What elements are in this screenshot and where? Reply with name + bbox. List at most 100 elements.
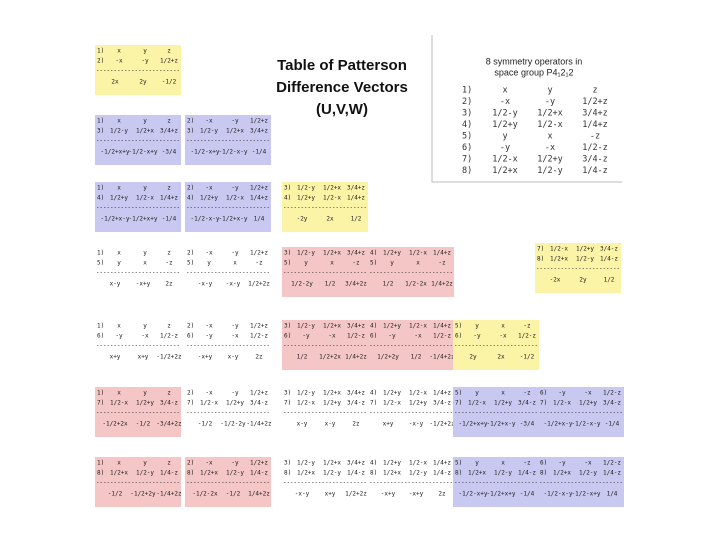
- cell-operator: 1/2-x: [200, 400, 218, 407]
- cell-result: 1/2: [297, 354, 308, 361]
- cell-result: 1/2-2y: [291, 281, 313, 288]
- cell-operator: 5): [455, 390, 462, 397]
- cell-operator: 3/4+z: [347, 250, 365, 257]
- cell-separator: ------------------------: [96, 68, 180, 75]
- cell-operator: 1/4-z: [160, 470, 178, 477]
- cell-operator: -z: [438, 260, 446, 267]
- cell-separator: ------------------------: [96, 138, 180, 145]
- operator-text: 1/2-x: [492, 155, 518, 165]
- cell-operator: -x: [205, 250, 213, 257]
- operator-text: 5): [462, 132, 472, 142]
- cell-result: -1/2-2y: [220, 421, 246, 428]
- cell-result: -1/2+x-y: [219, 216, 248, 223]
- cell-operator: 1/2-x: [409, 323, 427, 330]
- cell-background: [185, 457, 271, 507]
- cell-result: -x+y: [198, 354, 213, 361]
- cell-operator: y: [143, 118, 147, 125]
- cell-background: [368, 387, 454, 437]
- cell-operator: 2): [187, 460, 194, 467]
- cell-operator: -y: [231, 323, 239, 330]
- cell-result: -1/2-x-y: [219, 149, 248, 156]
- cell-operator: -y: [205, 333, 213, 340]
- cell-background: [453, 387, 539, 437]
- cell-result: -1/2-x-y: [572, 421, 601, 428]
- cell-operator: -z: [523, 390, 531, 397]
- cell-operator: 2): [187, 323, 194, 330]
- cell-operator: 7): [537, 246, 544, 253]
- cell-operator: x: [117, 185, 121, 192]
- cell-operator: 1/2+z: [250, 460, 268, 467]
- cell-result: 1/4+2z: [345, 354, 367, 361]
- cell-operator: 3/4-z: [160, 400, 178, 407]
- title-line: Difference Vectors: [276, 79, 408, 96]
- cell-operator: 1/2-x: [553, 400, 571, 407]
- operator-text: 1/2+y: [492, 120, 518, 130]
- cell-operator: y: [207, 260, 211, 267]
- cell-background: [538, 457, 624, 507]
- operator-text: -y: [500, 143, 510, 153]
- cell-operator: 8): [97, 470, 104, 477]
- cell-result: 1/4+2z: [248, 491, 270, 498]
- cell-operator: -z: [352, 260, 360, 267]
- cell-operator: 1/2+x: [323, 323, 341, 330]
- cell-result: -1/2-x+y: [129, 149, 158, 156]
- cell-operator: 7): [187, 400, 194, 407]
- operator-text: 3): [462, 109, 472, 119]
- cell-result: x-y: [325, 421, 336, 428]
- cell-operator: 1/4+z: [433, 460, 451, 467]
- cell-result: -x+y: [381, 491, 396, 498]
- cell-result: -2y: [297, 216, 308, 223]
- cell-operator: 1/2-x: [409, 390, 427, 397]
- cell-operator: -y: [558, 460, 566, 467]
- cell-result: -1/4: [162, 216, 177, 223]
- cell-operator: -x: [141, 333, 149, 340]
- cell-result: -1/2+x+y: [129, 216, 158, 223]
- cell-operator: 1/2+x: [323, 250, 341, 257]
- cell-result: -1/2+2y: [130, 491, 156, 498]
- cell-operator: x: [117, 250, 121, 257]
- cell-background: [95, 457, 181, 507]
- cell-operator: y: [143, 323, 147, 330]
- cell-operator: 3/4+z: [347, 323, 365, 330]
- cell-operator: 7): [97, 400, 104, 407]
- cell-background: [535, 243, 621, 293]
- cell-operator: 1/2+y: [136, 400, 154, 407]
- cell-operator: 5): [97, 260, 104, 267]
- cell-operator: 1/2-x: [136, 195, 154, 202]
- operator-text: z: [592, 86, 597, 96]
- cell-result: 3/4+2z: [345, 281, 367, 288]
- cell-separator: ------------------------: [454, 410, 538, 417]
- operator-text: 1/2-y: [537, 166, 563, 176]
- cell-result: 2x: [326, 216, 334, 223]
- cell-operator: 8): [540, 470, 547, 477]
- cell-operator: -x: [205, 118, 213, 125]
- cell-result: -1/4: [520, 491, 535, 498]
- cell-operator: z: [167, 185, 171, 192]
- operator-text: 1/2-x: [537, 120, 563, 130]
- cell-result: -1/4+2z: [429, 354, 455, 361]
- cell-operator: 8): [537, 256, 544, 263]
- cell-result: -1/4: [605, 421, 620, 428]
- cell-operator: 1/2+x: [550, 256, 568, 263]
- cell-result: 2x: [497, 354, 505, 361]
- title-line: Table of Patterson: [277, 57, 407, 74]
- cell-operator: 2): [187, 118, 194, 125]
- cell-background: [453, 457, 539, 507]
- cell-result: -x-y: [409, 421, 424, 428]
- cell-operator: 1/2+x: [468, 470, 486, 477]
- cell-operator: -x: [205, 185, 213, 192]
- cell-operator: 7): [540, 400, 547, 407]
- cell-operator: 3/4+z: [347, 460, 365, 467]
- cell-result: 1/2: [383, 281, 394, 288]
- cell-operator: 6): [187, 333, 194, 340]
- cell-operator: -x: [414, 333, 422, 340]
- cell-background: [453, 320, 539, 370]
- cell-operator: 1/4+z: [347, 195, 365, 202]
- cell-result: -x+y: [136, 281, 151, 288]
- cell-operator: 1/2-y: [579, 470, 597, 477]
- cell-background: [95, 115, 181, 165]
- cell-operator: -y: [231, 390, 239, 397]
- cell-operator: 1/4-z: [603, 470, 621, 477]
- cell-operator: 1/2+z: [250, 323, 268, 330]
- cell-operator: 6): [455, 333, 462, 340]
